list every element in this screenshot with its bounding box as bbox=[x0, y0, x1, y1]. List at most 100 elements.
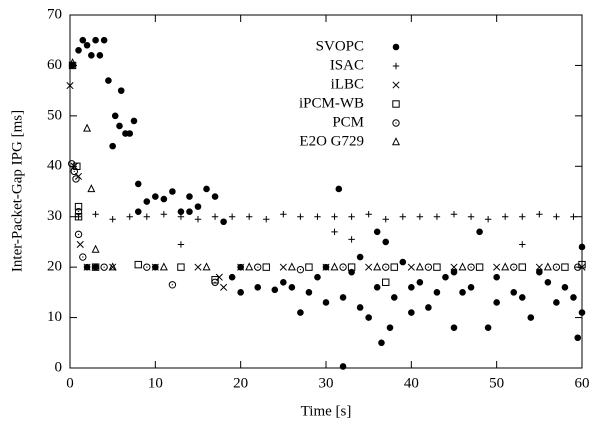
data-point bbox=[92, 210, 99, 218]
data-point bbox=[459, 289, 466, 296]
data-point bbox=[105, 77, 112, 84]
data-point bbox=[211, 193, 219, 200]
data-point bbox=[467, 284, 475, 291]
data-point bbox=[574, 334, 582, 342]
data-point bbox=[578, 243, 586, 251]
data-point bbox=[237, 263, 245, 271]
data-point bbox=[211, 213, 219, 220]
data-point bbox=[143, 263, 151, 271]
data-point bbox=[373, 284, 381, 291]
data-point bbox=[220, 218, 227, 226]
data-point bbox=[378, 339, 385, 347]
data-point bbox=[76, 240, 84, 249]
data-point bbox=[177, 263, 185, 271]
data-point bbox=[330, 262, 339, 271]
data-point bbox=[373, 262, 382, 271]
data-point bbox=[407, 263, 415, 271]
data-point bbox=[314, 213, 321, 220]
data-point bbox=[126, 213, 133, 220]
data-point bbox=[151, 263, 159, 271]
data-point bbox=[425, 304, 432, 311]
data-point bbox=[450, 324, 458, 331]
data-point bbox=[574, 263, 582, 271]
data-point bbox=[160, 210, 168, 218]
data-point bbox=[143, 213, 150, 220]
x-tick-label: 40 bbox=[404, 375, 419, 391]
data-point bbox=[501, 262, 510, 271]
data-point bbox=[553, 299, 560, 306]
legend-label: PCM bbox=[332, 114, 364, 130]
legend-label: ISAC bbox=[330, 57, 364, 73]
data-point bbox=[74, 202, 83, 211]
data-point bbox=[518, 263, 526, 271]
data-point bbox=[467, 213, 475, 220]
data-point bbox=[305, 289, 313, 296]
data-point bbox=[108, 262, 117, 271]
data-point bbox=[536, 210, 543, 218]
data-point bbox=[87, 184, 96, 193]
y-tick-label: 40 bbox=[47, 158, 62, 174]
data-point bbox=[476, 228, 483, 236]
data-point bbox=[339, 263, 347, 271]
data-point bbox=[433, 263, 441, 271]
x-tick-label: 20 bbox=[233, 375, 248, 391]
data-point bbox=[390, 294, 398, 301]
data-point bbox=[72, 175, 80, 183]
data-point bbox=[493, 273, 500, 281]
data-point bbox=[91, 263, 100, 271]
data-point bbox=[296, 266, 305, 274]
data-point bbox=[288, 284, 296, 291]
data-point bbox=[424, 263, 433, 271]
data-point bbox=[194, 263, 202, 271]
y-axis-label: Inter-Packet-Gap IPG [ms] bbox=[9, 110, 25, 272]
data-point bbox=[68, 58, 77, 67]
data-point bbox=[79, 253, 87, 261]
data-point bbox=[186, 193, 193, 200]
data-point bbox=[382, 238, 390, 246]
data-point bbox=[544, 278, 552, 286]
data-point bbox=[160, 195, 168, 203]
data-point bbox=[202, 262, 211, 271]
data-point bbox=[467, 263, 475, 271]
data-point bbox=[408, 309, 415, 316]
data-point bbox=[228, 213, 236, 220]
data-point bbox=[254, 284, 262, 291]
data-point bbox=[83, 41, 91, 49]
data-point bbox=[211, 278, 219, 286]
data-point bbox=[96, 52, 104, 59]
data-point bbox=[109, 142, 116, 150]
data-point bbox=[297, 309, 304, 316]
data-point bbox=[297, 213, 304, 220]
data-point bbox=[450, 263, 458, 271]
legend-marker bbox=[392, 43, 400, 51]
data-point bbox=[280, 210, 287, 218]
data-point bbox=[177, 213, 185, 220]
x-tick-label: 10 bbox=[148, 375, 163, 391]
data-point bbox=[117, 87, 125, 94]
data-point bbox=[237, 289, 244, 296]
data-point bbox=[450, 210, 458, 218]
data-point bbox=[356, 253, 364, 261]
data-point bbox=[416, 213, 424, 220]
data-point bbox=[390, 263, 398, 271]
data-point bbox=[502, 213, 509, 220]
data-point bbox=[415, 262, 424, 271]
data-point bbox=[535, 263, 543, 271]
data-point bbox=[75, 47, 82, 54]
data-point bbox=[335, 185, 343, 193]
data-point bbox=[416, 278, 424, 286]
data-point bbox=[527, 314, 535, 321]
data-point bbox=[365, 263, 373, 271]
data-point bbox=[305, 263, 313, 271]
y-tick-label: 10 bbox=[47, 309, 62, 325]
data-point bbox=[271, 286, 279, 294]
data-point bbox=[578, 309, 586, 316]
data-point bbox=[203, 185, 210, 193]
data-point bbox=[262, 263, 270, 271]
data-point bbox=[88, 52, 95, 59]
data-point bbox=[348, 236, 355, 243]
data-point bbox=[280, 278, 287, 286]
data-point bbox=[373, 228, 381, 236]
data-point bbox=[74, 208, 83, 216]
